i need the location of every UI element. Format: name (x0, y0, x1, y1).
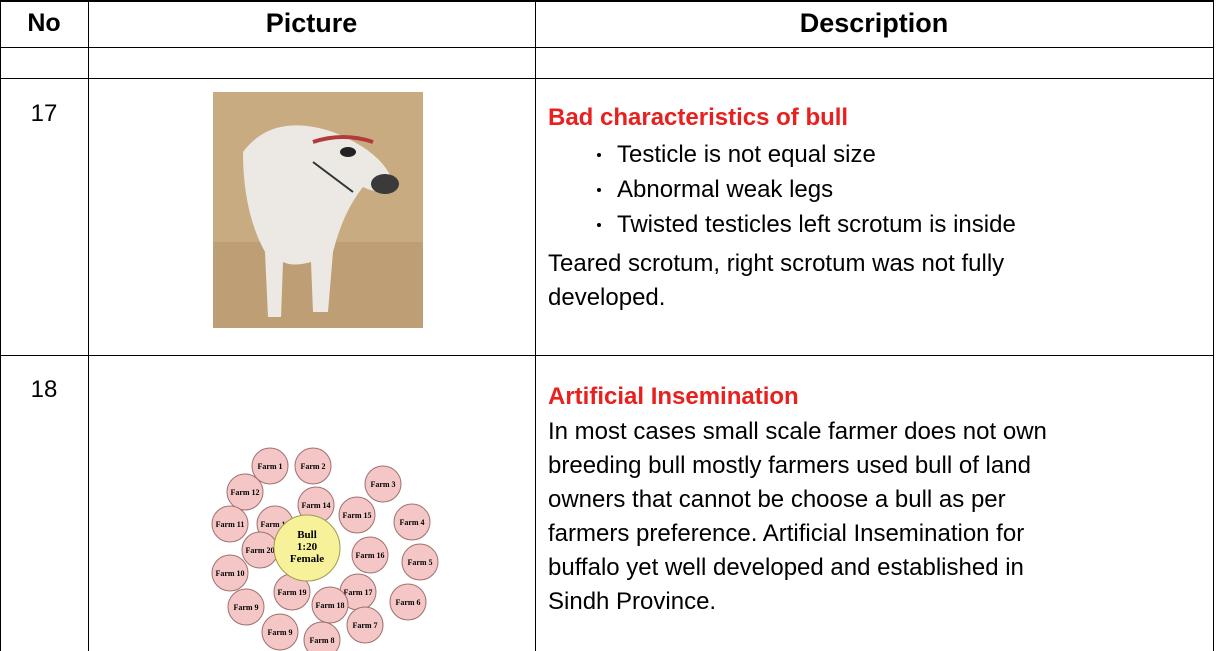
description-line: In most cases small scale farmer does no… (548, 418, 1047, 445)
description-line: farmers preference. Artificial Inseminat… (548, 520, 1025, 547)
description-line: breeding bull mostly farmers used bull o… (548, 452, 1031, 479)
bullet (597, 153, 601, 157)
farm-circle (251, 447, 289, 485)
farm-label: Farm 9 (267, 628, 292, 637)
bull-label: 1:20 (297, 541, 318, 553)
bull-photo (213, 92, 423, 328)
farm-label: Farm 20 (245, 546, 274, 555)
description-line: owners that cannot be choose a bull as p… (548, 486, 1006, 513)
bullet (597, 223, 601, 227)
farm-circle (351, 536, 389, 574)
farm-label: Farm 19 (277, 588, 306, 597)
description-line: Teared scrotum, right scrotum was not fu… (548, 250, 1005, 277)
bull-label: Bull (297, 529, 317, 541)
row-heading: Bad characteristics of bull (548, 104, 849, 131)
farm-circle (393, 503, 431, 541)
row-number: 18 (30, 376, 58, 403)
farm-circle (211, 554, 249, 592)
farm-circle (346, 606, 384, 644)
farm-label: Farm 4 (399, 518, 424, 527)
farm-label: Farm 11 (216, 520, 245, 529)
farm-circle (227, 588, 265, 626)
farm-label: Farm 17 (343, 588, 372, 597)
bull-label: Female (290, 553, 324, 565)
farm-label: Farm 12 (230, 488, 259, 497)
farm-label: Farm 7 (352, 621, 377, 630)
farm-circle (211, 505, 249, 543)
farm-circle (261, 613, 299, 651)
farm-label: Farm 5 (407, 558, 432, 567)
farm-label: Farm 9 (233, 603, 258, 612)
farm-circle (294, 447, 332, 485)
bull-circle (273, 514, 341, 582)
farm-label: Farm 10 (215, 569, 244, 578)
description-line: developed. (548, 284, 666, 311)
farm-circle (311, 586, 349, 624)
farm-label: Farm 16 (355, 551, 384, 560)
bullet-text: Testicle is not equal size (617, 141, 876, 168)
farm-label: Farm 13 (260, 520, 289, 529)
farm-circle (389, 583, 427, 621)
farm-label: Farm 8 (309, 636, 334, 645)
farm-circle (303, 621, 341, 651)
row-heading: Artificial Insemination (548, 383, 799, 410)
farm-circle (338, 496, 376, 534)
farm-label: Farm 2 (300, 462, 325, 471)
farm-label: Farm 6 (395, 598, 420, 607)
farm-label: Farm 14 (301, 501, 330, 510)
header-cell: No (27, 9, 61, 37)
farm-diagram: Farm 1 Farm 2 Farm 3 Farm 12 Farm 14 Farm 15 F… (211, 447, 439, 651)
description-line: Sindh Province. (548, 588, 717, 615)
farm-label: Farm 1 (257, 462, 282, 471)
farm-label: Farm 3 (370, 480, 395, 489)
header-cell: Description (799, 8, 949, 38)
bullet-text: Abnormal weak legs (617, 176, 834, 203)
row-number: 17 (30, 100, 58, 127)
header-cell: Picture (265, 8, 358, 38)
farm-circle (364, 465, 402, 503)
bullet-text: Twisted testicles left scrotum is inside (617, 211, 1016, 238)
farm-circle (401, 543, 439, 581)
farm-circle (226, 473, 264, 511)
description-line: buffalo yet well developed and establish… (548, 554, 1024, 581)
bullet (597, 188, 601, 192)
farm-label: Farm 18 (315, 601, 344, 610)
farm-label: Farm 15 (342, 511, 371, 520)
